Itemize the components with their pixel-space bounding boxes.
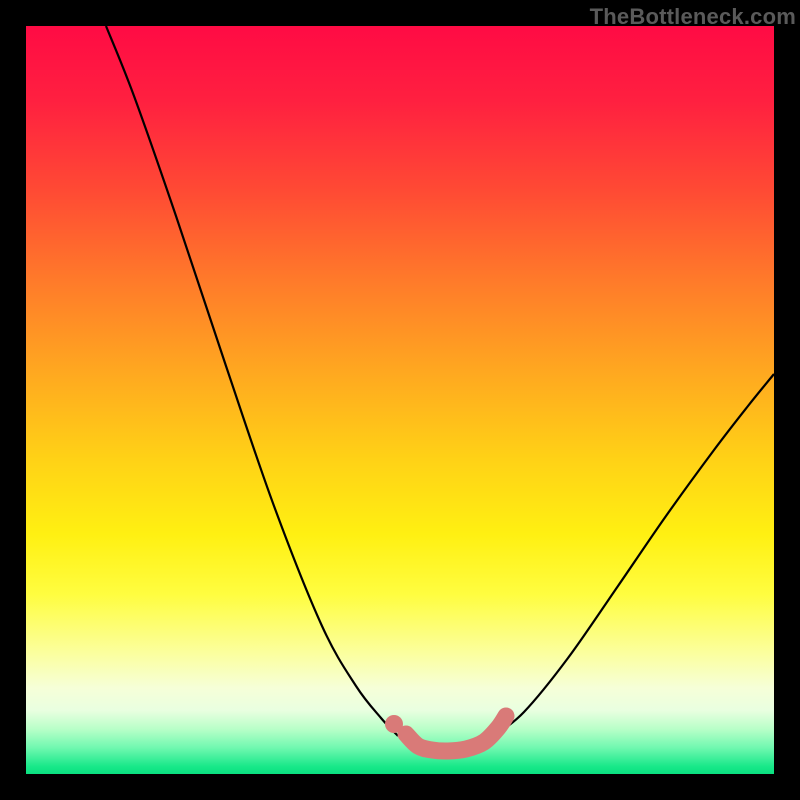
plot-area [26, 26, 774, 774]
bottom-mark-stroke [406, 716, 506, 751]
v-curve-left [106, 26, 398, 736]
watermark-text: TheBottleneck.com [590, 4, 796, 30]
bottom-mark-dot [385, 715, 403, 733]
v-curve-right [494, 374, 774, 736]
curve-layer [26, 26, 774, 774]
bottleneck-chart: TheBottleneck.com [0, 0, 800, 800]
